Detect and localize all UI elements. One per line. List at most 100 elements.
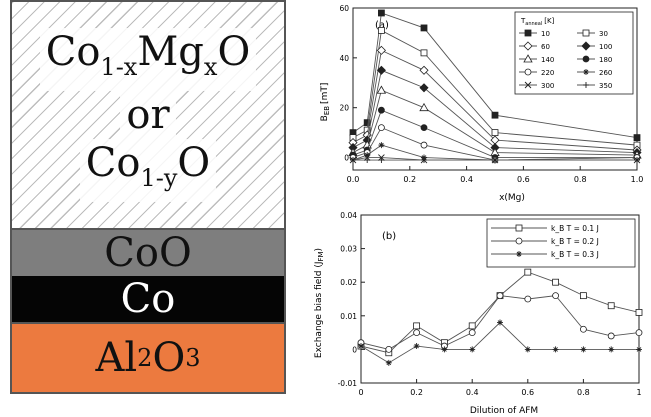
data-point	[420, 141, 428, 149]
legend-entry: 30	[599, 30, 608, 38]
al2o3-layer: Al 2 O 3	[12, 322, 284, 392]
legend-header: Tanneal [K]	[520, 17, 555, 27]
chart-a-xlabel: x(Mg)	[499, 193, 525, 203]
data-point	[491, 129, 499, 137]
series-9	[350, 157, 640, 164]
data-point	[376, 45, 386, 55]
data-point	[378, 157, 385, 164]
legend-marker	[515, 224, 523, 232]
data-point	[420, 124, 428, 132]
x-tick-label: 0.6	[521, 388, 534, 397]
chart-b-panel-label: (b)	[382, 231, 396, 242]
x-tick-label: 1.0	[631, 175, 644, 184]
data-point	[635, 309, 643, 316]
series-0	[349, 9, 641, 142]
data-point	[378, 9, 385, 17]
legend-entry: 140	[541, 56, 554, 64]
data-point	[420, 24, 428, 32]
data-point	[376, 65, 386, 75]
data-point	[413, 343, 420, 350]
data-point	[607, 332, 615, 340]
legend-marker	[523, 41, 533, 51]
legend-marker	[582, 29, 590, 37]
data-point	[413, 322, 420, 330]
legend-box	[514, 11, 634, 95]
legend-entry: 10	[541, 30, 550, 38]
data-point	[579, 292, 587, 300]
legend: k_B T = 0.1 J k_B T = 0.2 J k_B T = 0.3 J	[486, 218, 636, 268]
y-tick-label: 60	[339, 4, 349, 13]
y-tick-label: 40	[339, 54, 349, 63]
data-point	[552, 292, 560, 300]
y-tick-label: 0.02	[340, 278, 357, 287]
legend-entry: 350	[599, 82, 612, 90]
legend-box	[486, 218, 636, 268]
x-tick-label: 0.2	[410, 388, 423, 397]
data-point	[552, 278, 560, 286]
data-point	[524, 268, 532, 276]
data-point	[636, 346, 642, 353]
legend-entry: 260	[599, 69, 612, 77]
y-tick-label: -0.01	[338, 379, 358, 388]
data-point	[524, 346, 531, 353]
chart-b: Exchange bias field (JFM) Dilution of AF…	[314, 211, 643, 416]
data-point	[419, 102, 429, 112]
legend-entry: k_B T = 0.3 J	[551, 250, 599, 259]
data-point	[358, 343, 364, 350]
data-point	[468, 322, 476, 330]
data-point	[378, 106, 385, 114]
x-tick-label: 0.0	[347, 175, 360, 184]
chart-a: BEB[mT] x(Mg) (a) 0.0 0.2 0.4 0.6 0.8 1.0 0 20 4…	[320, 4, 644, 203]
chart-b-xlabel: Dilution of AFM	[470, 406, 538, 416]
data-point	[378, 142, 385, 149]
data-point	[385, 359, 392, 366]
data-point	[497, 319, 503, 326]
chart-b-ylabel: Exchange bias field (JFM)	[314, 248, 325, 358]
data-point	[350, 157, 356, 164]
data-point	[364, 152, 371, 159]
data-point	[524, 295, 532, 303]
plot-frame	[360, 214, 640, 384]
legend-entry: 220	[541, 69, 554, 77]
y-tick-label: 0.01	[340, 312, 357, 321]
legend-entry: 100	[599, 43, 612, 51]
data-point	[608, 346, 615, 353]
chart-a-ylabel: BEB[mT]	[320, 83, 331, 122]
data-point	[378, 124, 385, 132]
legend-entry: 180	[599, 56, 612, 64]
data-point	[376, 85, 387, 94]
plot-frame	[352, 7, 638, 171]
x-tick-label: 0.8	[577, 388, 590, 397]
data-point	[468, 329, 476, 337]
x-tick-label: 0	[358, 388, 363, 397]
top-layer-formula-2: Co1-yO	[79, 139, 217, 202]
y-tick-label: 0.04	[340, 211, 357, 220]
data-point	[552, 346, 559, 353]
legend-marker	[516, 251, 522, 257]
top-layer-or: or	[120, 91, 176, 139]
x-tick-label: 0.4	[460, 175, 473, 184]
legend-entry: k_B T = 0.2 J	[551, 237, 599, 246]
data-point	[633, 134, 641, 142]
legend-marker	[524, 68, 532, 76]
series-1	[349, 27, 641, 149]
y-tick-label: 20	[339, 104, 349, 113]
data-point	[378, 27, 385, 34]
legend-marker	[583, 69, 589, 75]
data-point	[363, 119, 371, 127]
data-point	[491, 111, 499, 119]
data-point	[364, 157, 371, 164]
data-point	[441, 346, 448, 353]
legend-marker	[582, 55, 590, 63]
data-point	[496, 292, 504, 300]
data-point	[420, 49, 428, 57]
x-tick-label: 0.4	[466, 388, 479, 397]
series-2	[358, 319, 642, 366]
data-point	[607, 302, 615, 310]
series-line	[360, 321, 639, 364]
layer-stack-diagram: Co1-xMgxO or Co1-yO CoO Co Al 2 O 3	[10, 0, 286, 394]
data-point	[419, 83, 429, 93]
data-point	[385, 345, 393, 353]
data-point	[634, 157, 640, 164]
legend-marker	[523, 54, 533, 63]
